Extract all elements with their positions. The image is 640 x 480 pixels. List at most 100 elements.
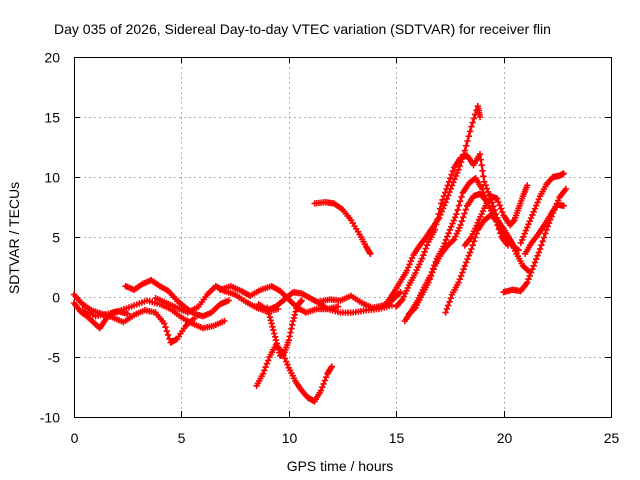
data-point (469, 242, 476, 249)
data-point (481, 178, 488, 185)
data-point (266, 314, 274, 321)
series-arc-20 (521, 201, 567, 257)
data-point (517, 239, 524, 247)
y-tick-label: 10 (44, 170, 60, 186)
data-point (466, 128, 474, 135)
data-point (323, 374, 330, 381)
data-point (447, 175, 454, 182)
data-point (328, 363, 335, 370)
data-point (534, 199, 541, 206)
x-tick-label: 15 (389, 430, 405, 446)
data-point (431, 226, 439, 233)
data-point (444, 182, 451, 189)
data-point (518, 236, 526, 244)
data-point (480, 189, 487, 196)
data-point (480, 173, 487, 180)
data-point (560, 202, 567, 209)
data-point (526, 272, 533, 280)
data-point (448, 223, 455, 230)
data-point (533, 255, 540, 263)
data-point (466, 249, 474, 256)
series-arc-3 (79, 297, 228, 332)
data-point (529, 211, 536, 219)
y-tick-label: 15 (44, 110, 60, 126)
data-point (456, 276, 463, 283)
data-point (319, 384, 326, 391)
data-point (499, 208, 506, 216)
data-point (451, 214, 459, 221)
data-point (482, 182, 489, 189)
y-tick-label: -10 (40, 410, 60, 426)
data-point (460, 266, 467, 273)
series-group (70, 103, 570, 405)
data-point (407, 258, 414, 265)
chart-title: Day 035 of 2026, Sidereal Day-to-day VTE… (54, 21, 551, 37)
data-point (476, 113, 484, 121)
data-point (281, 355, 289, 362)
data-point (531, 205, 539, 212)
data-point (494, 195, 501, 202)
data-point (455, 166, 462, 173)
data-point (263, 360, 271, 367)
data-point (539, 238, 546, 245)
data-point (283, 358, 290, 365)
series-arc-17 (461, 182, 531, 249)
data-point (476, 151, 484, 158)
data-point (524, 182, 531, 189)
data-point (428, 268, 436, 276)
data-point (525, 276, 532, 283)
data-point (454, 169, 461, 177)
data-point (458, 218, 466, 225)
data-point (225, 297, 232, 304)
data-point (163, 327, 170, 335)
data-point (524, 279, 531, 286)
data-point (530, 208, 537, 215)
data-point (459, 269, 466, 276)
data-point (320, 380, 327, 388)
data-point (455, 279, 462, 286)
data-point (463, 259, 470, 266)
data-point (440, 243, 447, 250)
data-point (468, 123, 475, 130)
data-point (420, 252, 427, 259)
data-point (445, 230, 452, 237)
data-point (427, 272, 434, 279)
data-point (267, 317, 274, 324)
data-point (297, 298, 304, 305)
data-point (445, 178, 453, 185)
data-point (465, 133, 472, 140)
data-point (452, 172, 460, 180)
data-point (403, 267, 411, 274)
data-point (478, 162, 485, 169)
data-point (535, 249, 542, 256)
data-point (497, 230, 504, 237)
data-point (287, 329, 294, 336)
data-point (536, 245, 544, 253)
data-point (464, 137, 471, 145)
data-point (461, 262, 469, 269)
data-point (453, 211, 460, 218)
data-point (542, 230, 549, 237)
data-point (447, 295, 454, 302)
data-point (265, 357, 272, 364)
data-point (271, 330, 278, 337)
y-tick-label: 0 (52, 290, 60, 306)
y-tick-label: 5 (52, 230, 60, 246)
data-point (161, 320, 168, 327)
data-point (463, 142, 470, 149)
data-point (446, 298, 453, 305)
data-point (288, 325, 295, 332)
series-arc-5 (152, 283, 282, 316)
data-point (434, 216, 441, 223)
data-point (273, 340, 280, 347)
series-arc-7 (253, 341, 335, 405)
data-point (445, 302, 452, 309)
data-point (431, 262, 438, 269)
data-point (422, 245, 429, 252)
data-point (460, 214, 467, 221)
data-point (520, 233, 527, 240)
x-tick-label: 10 (282, 430, 298, 446)
y-tick-label: 20 (44, 50, 60, 66)
data-point (531, 259, 539, 266)
data-point (271, 333, 279, 340)
